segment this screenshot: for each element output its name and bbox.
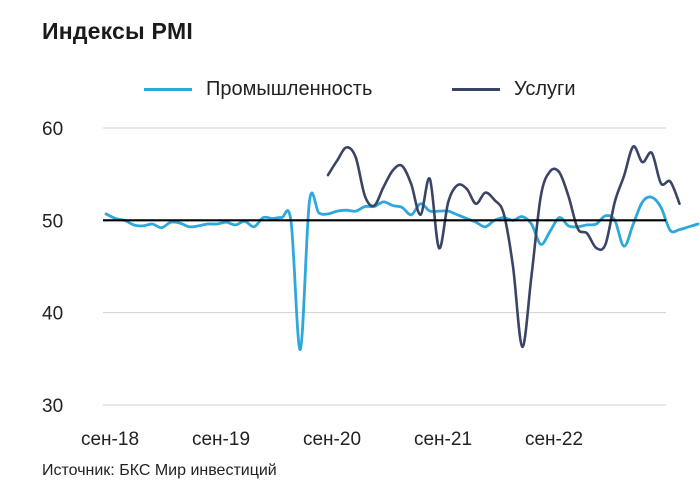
x-tick-label-1: сен-19 [192,429,250,450]
legend-item-industry: Промышленность [144,78,372,101]
legend-label-services: Услуги [514,78,576,100]
x-tick-label-2: сен-20 [303,429,361,450]
legend-swatch-industry [144,88,192,91]
chart-title: Индексы PMI [42,18,193,44]
x-tick-label-3: сен-21 [414,429,472,450]
series-line-industry [104,191,700,352]
y-tick-label-60: 60 [42,119,63,140]
y-tick-label-50: 50 [42,211,63,232]
legend-item-services: Услуги [452,78,576,101]
legend-label-industry: Промышленность [206,78,373,100]
x-tick-label-4: сен-22 [525,429,583,450]
source-note: Источник: БКС Мир инвестиций [42,462,277,479]
y-tick-label-40: 40 [42,304,63,325]
x-tick-label-0: сен-18 [81,429,139,450]
legend: Промышленность Услуги [0,78,700,106]
series-line-services [326,145,681,349]
y-tick-label-30: 30 [42,396,63,417]
legend-swatch-services [452,88,500,91]
